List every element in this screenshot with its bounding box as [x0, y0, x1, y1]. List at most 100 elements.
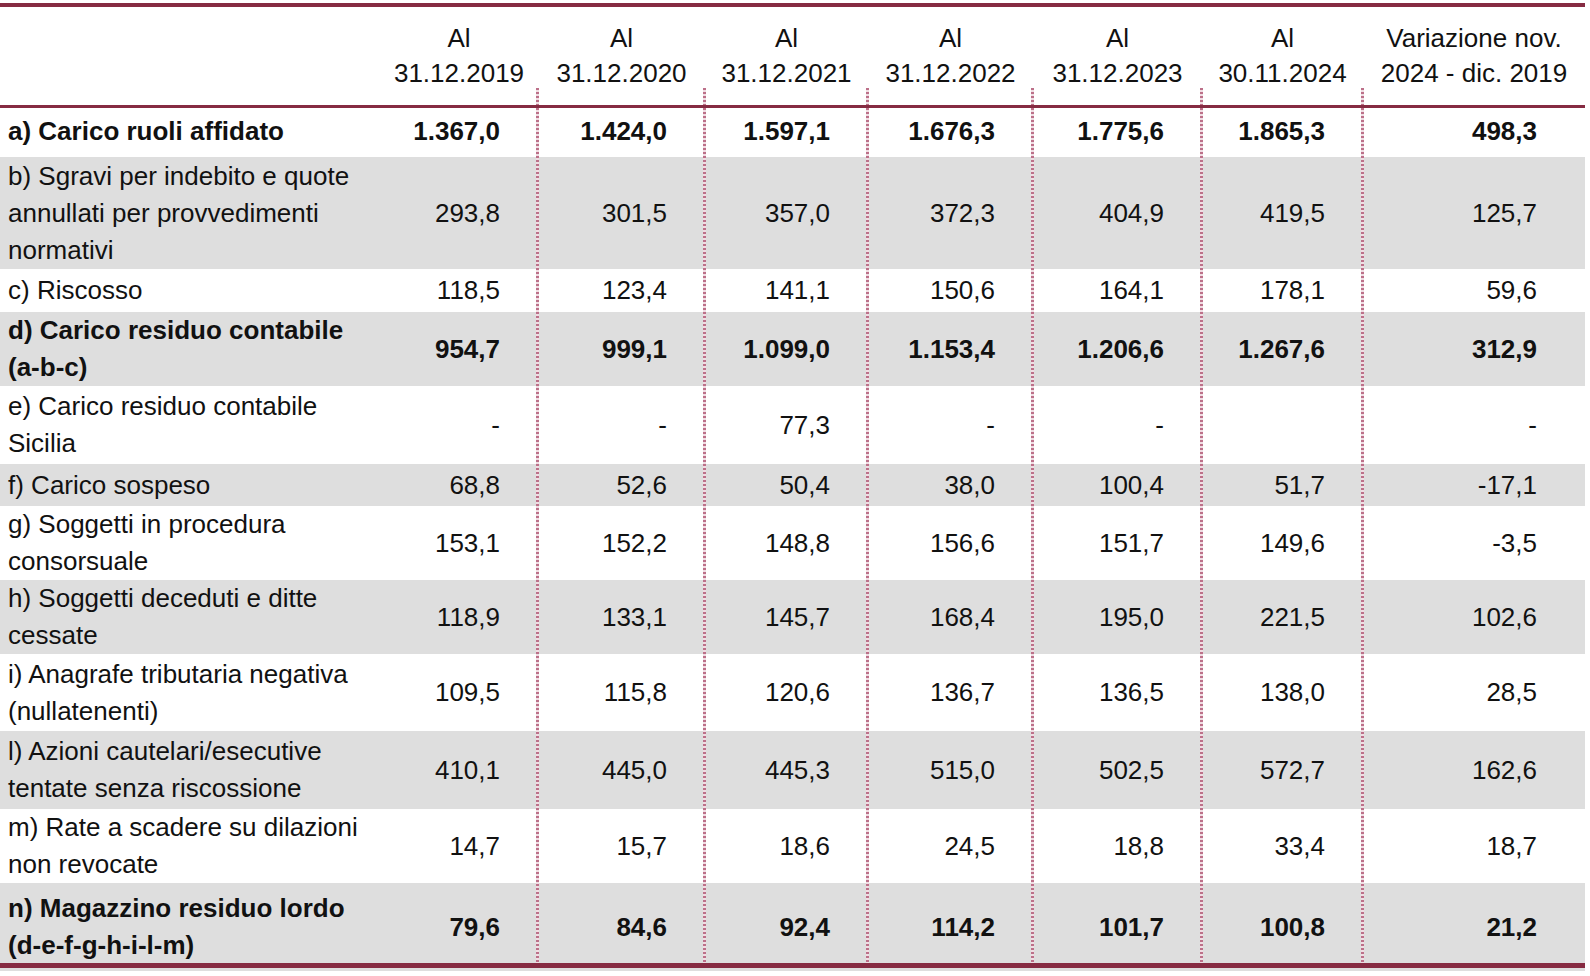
row-label: a) Carico ruoli affidato	[0, 105, 380, 157]
value-cell: 141,1	[705, 269, 868, 312]
table-bottom-rule	[0, 963, 1585, 968]
value-cell: 123,4	[538, 269, 705, 312]
value-cell: 52,6	[538, 464, 705, 506]
column-header: Variazione nov.2024 - dic. 2019	[1363, 7, 1585, 105]
table-row: f) Carico sospeso68,852,650,438,0100,451…	[0, 464, 1585, 506]
value-cell: 79,6	[380, 883, 538, 971]
value-cell: 150,6	[868, 269, 1033, 312]
row-label: c) Riscosso	[0, 269, 380, 312]
value-cell: 136,5	[1033, 654, 1202, 731]
column-header-line2: 31.12.2019	[380, 56, 538, 91]
table-row: d) Carico residuo contabile (a-b-c)954,7…	[0, 312, 1585, 386]
column-header: Al31.12.2023	[1033, 7, 1202, 105]
table-header: Al31.12.2019Al31.12.2020Al31.12.2021Al31…	[0, 7, 1585, 105]
value-cell: 502,5	[1033, 731, 1202, 809]
value-cell: 18,7	[1363, 809, 1585, 883]
value-cell: 221,5	[1202, 580, 1363, 654]
column-header-line1: Variazione nov.	[1363, 21, 1585, 56]
value-cell: 152,2	[538, 506, 705, 580]
value-cell: -	[1033, 386, 1202, 464]
value-cell: 301,5	[538, 157, 705, 269]
value-cell: 109,5	[380, 654, 538, 731]
value-cell: 138,0	[1202, 654, 1363, 731]
value-cell: 24,5	[868, 809, 1033, 883]
value-cell: 1.099,0	[705, 312, 868, 386]
value-cell: 14,7	[380, 809, 538, 883]
value-cell: 357,0	[705, 157, 868, 269]
row-label: n) Magazzino residuo lordo (d-e-f-g-h-i-…	[0, 883, 380, 971]
value-cell: 153,1	[380, 506, 538, 580]
value-cell: 293,8	[380, 157, 538, 269]
value-cell	[1202, 386, 1363, 464]
value-cell: -	[538, 386, 705, 464]
value-cell: 1.775,6	[1033, 105, 1202, 157]
column-header-line1: Al	[538, 21, 705, 56]
table-row: m) Rate a scadere su dilazioni non revoc…	[0, 809, 1585, 883]
value-cell: 410,1	[380, 731, 538, 809]
value-cell: 1.367,0	[380, 105, 538, 157]
value-cell: 156,6	[868, 506, 1033, 580]
value-cell: 151,7	[1033, 506, 1202, 580]
table-row: h) Soggetti deceduti e ditte cessate118,…	[0, 580, 1585, 654]
row-label: e) Carico residuo contabile Sicilia	[0, 386, 380, 464]
column-divider	[536, 88, 539, 963]
value-cell: 195,0	[1033, 580, 1202, 654]
value-cell: 101,7	[1033, 883, 1202, 971]
value-cell: 120,6	[705, 654, 868, 731]
value-cell: 168,4	[868, 580, 1033, 654]
value-cell: 1.424,0	[538, 105, 705, 157]
row-label: m) Rate a scadere su dilazioni non revoc…	[0, 809, 380, 883]
value-cell: -3,5	[1363, 506, 1585, 580]
value-cell: 164,1	[1033, 269, 1202, 312]
column-header-line2: 30.11.2024	[1202, 56, 1363, 91]
value-cell: 1.153,4	[868, 312, 1033, 386]
column-header-line1: Al	[1202, 21, 1363, 56]
value-cell: 18,6	[705, 809, 868, 883]
value-cell: 1.206,6	[1033, 312, 1202, 386]
value-cell: 1.676,3	[868, 105, 1033, 157]
column-header-line1: Al	[868, 21, 1033, 56]
value-cell: 100,4	[1033, 464, 1202, 506]
row-label: g) Soggetti in procedura consorsuale	[0, 506, 380, 580]
value-cell: 136,7	[868, 654, 1033, 731]
column-header-line2: 31.12.2022	[868, 56, 1033, 91]
value-cell: 145,7	[705, 580, 868, 654]
column-header-line2: 31.12.2020	[538, 56, 705, 91]
value-cell: 445,3	[705, 731, 868, 809]
column-header-line2: 31.12.2023	[1033, 56, 1202, 91]
table-row: n) Magazzino residuo lordo (d-e-f-g-h-i-…	[0, 883, 1585, 971]
value-cell: 118,9	[380, 580, 538, 654]
document-page: Al31.12.2019Al31.12.2020Al31.12.2021Al31…	[0, 0, 1590, 976]
value-cell: 115,8	[538, 654, 705, 731]
data-table: Al31.12.2019Al31.12.2020Al31.12.2021Al31…	[0, 7, 1585, 971]
row-label: f) Carico sospeso	[0, 464, 380, 506]
value-cell: -	[868, 386, 1033, 464]
value-cell: 92,4	[705, 883, 868, 971]
column-header: Al31.12.2020	[538, 7, 705, 105]
column-header: Al31.12.2021	[705, 7, 868, 105]
table-row: i) Anagrafe tributaria negativa (nullate…	[0, 654, 1585, 731]
value-cell: 954,7	[380, 312, 538, 386]
row-label: d) Carico residuo contabile (a-b-c)	[0, 312, 380, 386]
value-cell: 68,8	[380, 464, 538, 506]
value-cell: 178,1	[1202, 269, 1363, 312]
row-label: b) Sgravi per indebito e quote annullati…	[0, 157, 380, 269]
row-label: i) Anagrafe tributaria negativa (nullate…	[0, 654, 380, 731]
table-row: e) Carico residuo contabile Sicilia--77,…	[0, 386, 1585, 464]
value-cell: 28,5	[1363, 654, 1585, 731]
value-cell: 445,0	[538, 731, 705, 809]
table-row: c) Riscosso118,5123,4141,1150,6164,1178,…	[0, 269, 1585, 312]
value-cell: 572,7	[1202, 731, 1363, 809]
column-header: Al31.12.2022	[868, 7, 1033, 105]
value-cell: 372,3	[868, 157, 1033, 269]
column-header-line1: Al	[380, 21, 538, 56]
column-divider	[703, 88, 706, 963]
column-header-line1: Al	[705, 21, 868, 56]
value-cell: -	[1363, 386, 1585, 464]
column-divider	[1031, 88, 1034, 963]
value-cell: 77,3	[705, 386, 868, 464]
value-cell: 999,1	[538, 312, 705, 386]
value-cell: 51,7	[1202, 464, 1363, 506]
value-cell: 21,2	[1363, 883, 1585, 971]
value-cell: 419,5	[1202, 157, 1363, 269]
